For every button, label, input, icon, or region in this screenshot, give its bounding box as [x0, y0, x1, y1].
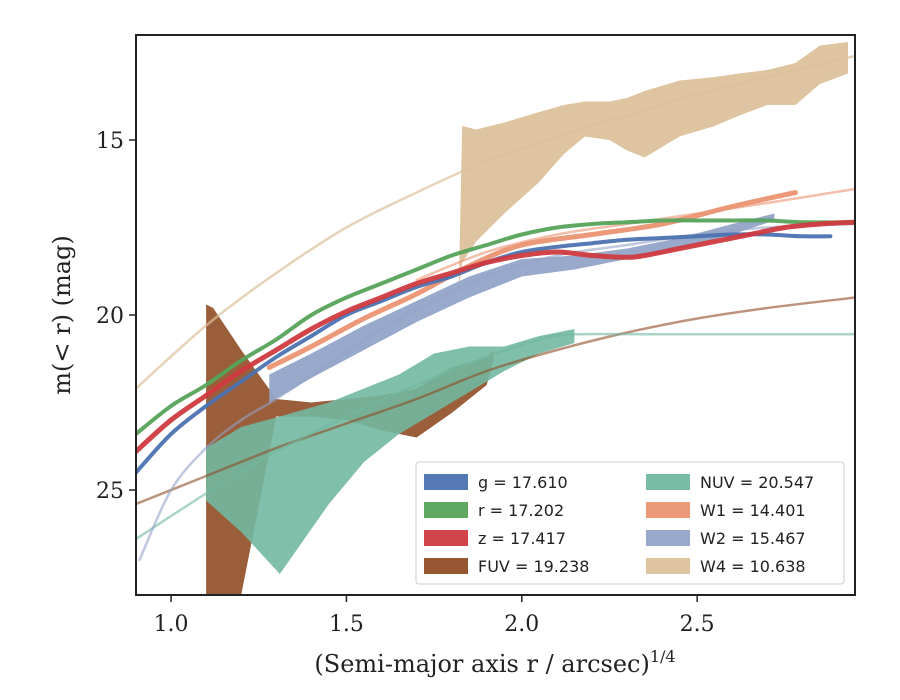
series-line-NUV_model: [136, 332, 855, 541]
legend-label-W4: W4 = 10.638: [700, 557, 806, 576]
x-tick-label: 2.5: [680, 612, 715, 637]
ticks-layer: 1.0 1.5 2.0 2.5 15 20 25: [96, 129, 715, 637]
series-line-W1: [266, 190, 798, 370]
band-W4: [458, 42, 848, 291]
x-axis-label-superscript: 1/4: [650, 647, 676, 666]
legend-swatch-FUV: [424, 558, 468, 574]
y-axis-label: m(< r) (mag): [48, 235, 76, 394]
legend-label-g: g = 17.610: [478, 473, 568, 492]
x-tick-label: 1.0: [154, 612, 189, 637]
legend-label-r: r = 17.202: [478, 501, 564, 520]
lines-layer: [136, 54, 855, 562]
series-line-FUV_model: [136, 296, 855, 506]
legend-swatch-NUV: [646, 474, 690, 490]
y-tick-label: 15: [96, 129, 124, 154]
legend-swatch-r: [424, 502, 468, 518]
band-NUV: [206, 329, 575, 574]
legend-swatch-W4: [646, 558, 690, 574]
x-axis-label: (Semi-major axis r / arcsec)1/4: [314, 647, 675, 678]
series-line-W4_model: [136, 54, 855, 390]
y-tick-label: 25: [96, 479, 124, 504]
series-line-r: [136, 218, 855, 436]
y-tick-label: 20: [96, 304, 124, 329]
legend-frame: [415, 461, 845, 585]
legend-label-NUV: NUV = 20.547: [700, 473, 814, 492]
legend-swatch-W2: [646, 530, 690, 546]
legend-label-FUV: FUV = 19.238: [478, 557, 589, 576]
legend-swatch-g: [424, 474, 468, 490]
legend-swatch-z: [424, 530, 468, 546]
legend-label-z: z = 17.417: [478, 529, 566, 548]
x-tick-label: 1.5: [329, 612, 364, 637]
legend-swatch-W1: [646, 502, 690, 518]
legend-label-W1: W1 = 14.401: [700, 501, 806, 520]
legend-label-W2: W2 = 15.467: [700, 529, 806, 548]
series-line-z: [136, 219, 855, 454]
legend: g = 17.610 NUV = 20.547 r = 17.202 W1 = 14.…: [415, 461, 845, 585]
x-tick-label: 2.0: [504, 612, 539, 637]
